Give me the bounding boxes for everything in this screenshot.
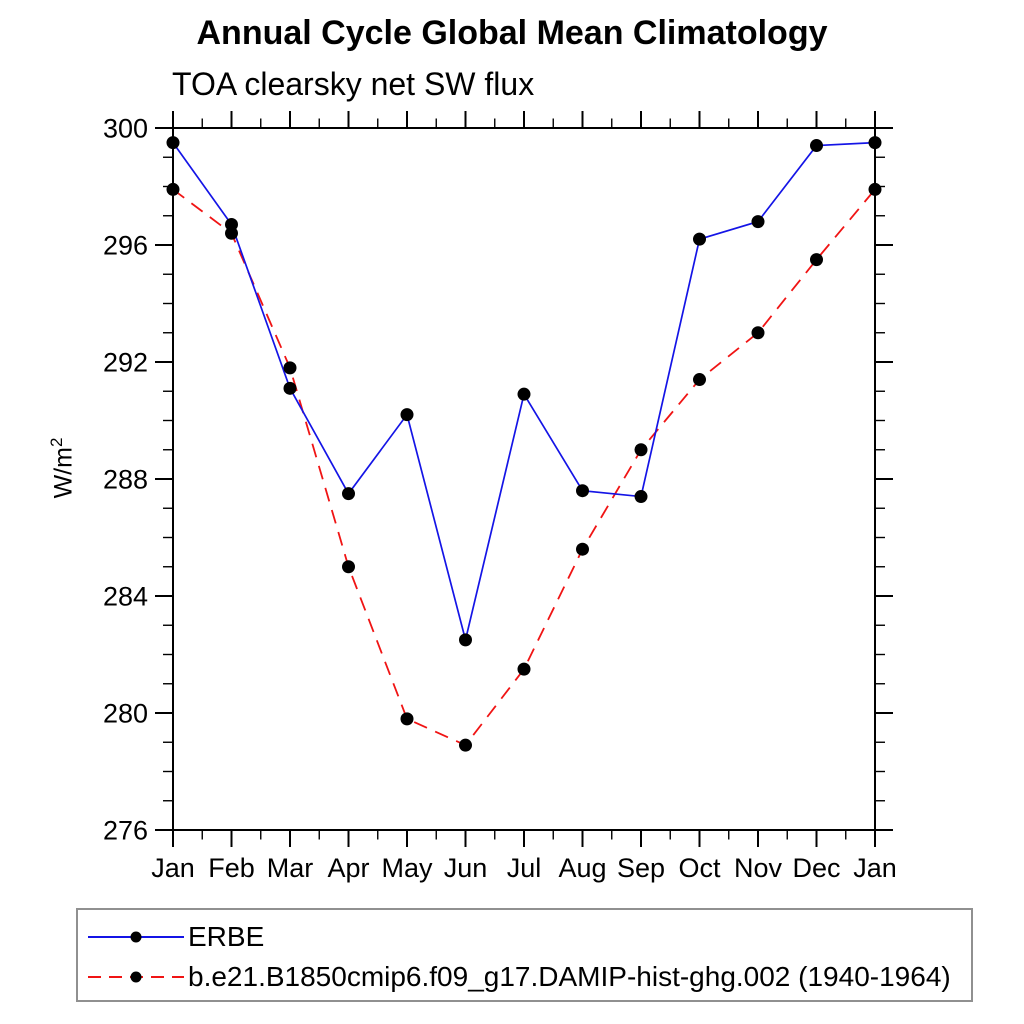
y-tick-label: 300: [103, 114, 148, 144]
data-point-model-1: [225, 226, 238, 240]
x-tick-label: Mar: [267, 853, 314, 883]
y-tick-label: 288: [103, 465, 148, 495]
data-point-erbe-5: [459, 633, 472, 647]
data-point-model-8: [634, 443, 648, 457]
data-point-model-6: [517, 662, 531, 676]
data-point-model-10: [751, 326, 765, 340]
y-tick-label: 280: [103, 699, 148, 729]
data-point-erbe-9: [693, 232, 706, 246]
x-tick-label: Feb: [208, 853, 255, 883]
legend-line-sample-model: [88, 971, 184, 983]
plot-frame: [172, 127, 876, 831]
data-point-erbe-11: [810, 139, 823, 153]
legend-item-model: b.e21.B1850cmip6.f09_g17.DAMIP-hist-ghg.…: [82, 960, 951, 994]
data-point-erbe-4: [400, 408, 414, 422]
data-point-model-12: [868, 182, 882, 196]
data-point-model-7: [576, 542, 589, 556]
data-point-erbe-7: [576, 484, 589, 498]
y-tick-label: 284: [103, 582, 148, 612]
legend-sample-marker: [130, 971, 142, 983]
x-tick-label: Apr: [327, 853, 369, 883]
x-tick-label: Jan: [151, 853, 195, 883]
x-tick-label: Nov: [734, 853, 783, 883]
data-point-erbe-12: [868, 136, 882, 150]
y-tick-label: 292: [103, 348, 148, 378]
chart-subtitle: TOA clearsky net SW flux: [172, 66, 535, 102]
x-tick-label: Jun: [444, 853, 488, 883]
series-line-model: [172, 188, 876, 747]
data-point-erbe-2: [283, 381, 297, 395]
data-point-model-4: [400, 712, 414, 726]
x-tick-label: Sep: [617, 853, 665, 883]
legend-sample-marker: [130, 931, 142, 943]
chart-title: Annual Cycle Global Mean Climatology: [196, 14, 828, 52]
data-point-erbe-3: [342, 487, 355, 501]
legend-box: ERBE b.e21.B1850cmip6.f09_g17.DAMIP-hist…: [76, 908, 973, 1002]
x-tick-label: Jan: [853, 853, 897, 883]
legend-label-erbe: ERBE: [188, 921, 265, 952]
data-point-model-0: [166, 182, 180, 196]
data-point-model-3: [342, 560, 355, 574]
legend-item-erbe: ERBE: [82, 920, 264, 954]
data-point-model-2: [283, 361, 297, 375]
data-point-model-5: [459, 738, 472, 752]
legend-line-sample-erbe: [88, 931, 184, 943]
x-tick-label: Oct: [678, 853, 721, 883]
data-point-erbe-10: [751, 215, 765, 229]
y-tick-label: 276: [103, 816, 148, 846]
data-point-model-11: [810, 253, 823, 267]
y-tick-label: 296: [103, 231, 148, 261]
x-tick-label: Jul: [507, 853, 542, 883]
legend-label-model: b.e21.B1850cmip6.f09_g17.DAMIP-hist-ghg.…: [188, 961, 951, 992]
data-point-erbe-0: [166, 136, 180, 150]
x-tick-label: May: [381, 853, 433, 883]
data-point-erbe-6: [517, 387, 531, 401]
data-point-erbe-8: [634, 490, 648, 504]
x-tick-label: Dec: [792, 853, 840, 883]
x-tick-label: Aug: [558, 853, 606, 883]
data-point-model-9: [693, 373, 706, 387]
